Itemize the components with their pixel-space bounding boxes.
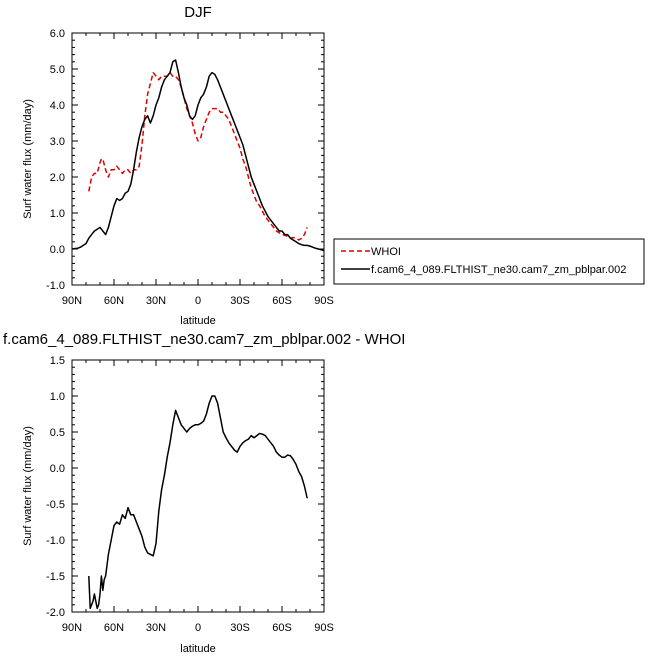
y-tick-label: 1.0 (50, 208, 65, 220)
top-x-axis-ticks: 90N 60N 30N 0 30S 60S 90S (62, 33, 334, 307)
y-tick-label: 1.0 (50, 391, 65, 403)
bottom-x-axis-label: latitude (180, 643, 215, 655)
x-tick-label: 90N (62, 295, 82, 307)
y-tick-label: -1.0 (46, 280, 65, 292)
y-tick-label: 0.0 (50, 463, 65, 475)
top-panel: DJF -1.0 0.0 1.0 2.0 3.0 4.0 5.0 6.0 90N 60N 30N 0… (22, 4, 334, 327)
series-line-2 (71, 59, 325, 252)
bottom-y-axis-ticks: -2.0 -1.5 -1.0 -0.5 0.0 0.5 1.0 1.5 (46, 355, 324, 619)
top-x-axis-label: latitude (180, 315, 215, 327)
series-line-1 (88, 395, 308, 610)
y-tick-label: 2.0 (50, 172, 65, 184)
bottom-panel: f.cam6_4_089.FLTHIST_ne30.cam7_zm_pblpar… (3, 331, 405, 655)
x-tick-label: 60S (272, 622, 292, 634)
bottom-x-axis-ticks: 90N 60N 30N 0 30S 60S 90S (62, 360, 334, 634)
x-tick-label: 60S (272, 295, 292, 307)
y-tick-label: 1.5 (50, 355, 65, 367)
series-line-1 (88, 71, 308, 241)
x-tick-label: 30S (230, 622, 250, 634)
legend: WHOI f.cam6_4_089.FLTHIST_ne30.cam7_zm_p… (333, 238, 645, 285)
x-tick-label: 0 (195, 295, 201, 307)
top-data-layer (71, 59, 325, 252)
y-tick-label: -0.5 (46, 499, 65, 511)
legend-box (333, 238, 645, 285)
x-tick-label: 30N (146, 295, 166, 307)
legend-label-whoi: WHOI (371, 246, 401, 258)
y-tick-label: -1.0 (46, 535, 65, 547)
y-tick-label: 4.0 (50, 100, 65, 112)
y-tick-label: 6.0 (50, 28, 65, 40)
bottom-y-axis-label: Surf water flux (mm/day) (22, 426, 34, 546)
x-tick-label: 90S (314, 622, 334, 634)
top-y-axis-ticks: -1.0 0.0 1.0 2.0 3.0 4.0 5.0 6.0 (46, 28, 324, 292)
legend-label-model: f.cam6_4_089.FLTHIST_ne30.cam7_zm_pblpar… (371, 264, 626, 276)
top-title: DJF (184, 4, 212, 21)
x-tick-label: 30N (146, 622, 166, 634)
y-tick-label: -1.5 (46, 571, 65, 583)
top-plot-frame (71, 32, 325, 286)
x-tick-label: 60N (104, 295, 124, 307)
y-tick-label: 0.0 (50, 244, 65, 256)
top-y-axis-label: Surf water flux (mm/day) (22, 99, 34, 219)
x-tick-label: 90S (314, 295, 334, 307)
x-tick-label: 90N (62, 622, 82, 634)
y-tick-label: 3.0 (50, 136, 65, 148)
x-tick-label: 60N (104, 622, 124, 634)
bottom-plot-frame (71, 359, 325, 613)
bottom-title: f.cam6_4_089.FLTHIST_ne30.cam7_zm_pblpar… (3, 331, 405, 348)
y-tick-label: -2.0 (46, 607, 65, 619)
y-tick-label: 0.5 (50, 427, 65, 439)
x-tick-label: 0 (195, 622, 201, 634)
x-tick-label: 30S (230, 295, 250, 307)
y-tick-label: 5.0 (50, 64, 65, 76)
bottom-data-layer (88, 395, 308, 610)
